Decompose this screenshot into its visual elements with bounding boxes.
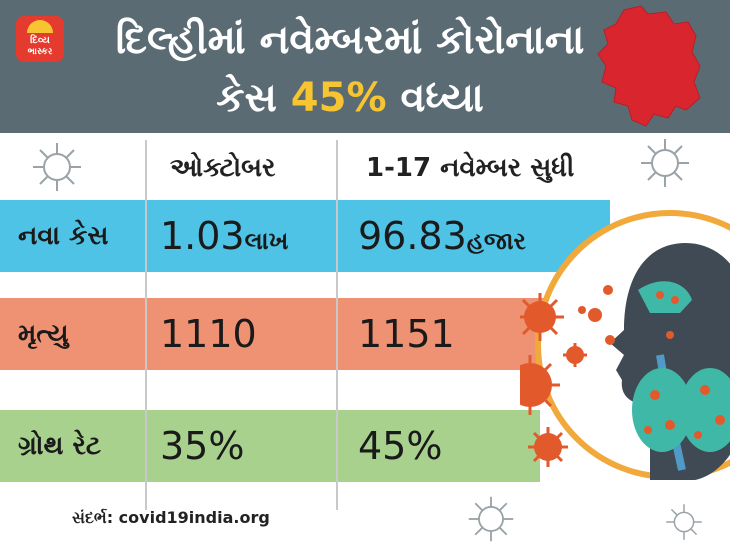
virus-icon [666, 504, 702, 540]
virus-icon [641, 139, 689, 187]
november-value: 45% [358, 410, 442, 482]
row-label: નવા કેસ [18, 221, 109, 251]
logo-text-bottom: ભાસ્કર [27, 47, 53, 57]
value-number: 35% [160, 424, 245, 468]
column-header-october: ઓક્ટોબર [170, 153, 276, 183]
table-row-new-cases: નવા કેસ 1.03લાખ 96.83હજાર [0, 200, 610, 272]
row-label: ગ્રોથ રેટ [18, 431, 102, 461]
table-row-growth-rate: ગ્રોથ રેટ 35% 45% [0, 410, 540, 482]
october-value: 35% [160, 410, 244, 482]
table-row-deaths: મૃત્યુ 1110 1151 [0, 298, 560, 370]
virus-icon [468, 496, 514, 542]
header-banner: દિવ્ય ભાસ્કર દિલ્હીમાં નવેમ્બરમાં કોરોના… [0, 0, 730, 133]
headline-line-2: કેસ 45% વધ્યા [90, 72, 610, 124]
value-number: 1110 [160, 312, 257, 356]
lungs-illustration [520, 210, 730, 480]
column-divider [145, 140, 147, 510]
virus-icon [33, 143, 81, 191]
source-credit: સંદર્ભ: covid19india.org [72, 508, 270, 527]
headline-highlight: 45% [290, 75, 387, 121]
november-value: 1151 [358, 298, 455, 370]
headline-line-1: દિલ્હીમાં નવેમ્બરમાં કોરોનાના [115, 17, 585, 63]
value-unit: લાખ [244, 227, 289, 255]
logo-sun-icon [27, 20, 53, 33]
column-header-november: 1-17 નવેમ્બર સુધી [366, 153, 575, 183]
column-divider [336, 140, 338, 510]
october-value: 1.03લાખ [160, 200, 288, 272]
headline-prefix: કેસ [216, 75, 291, 121]
delhi-map-icon [597, 5, 701, 127]
value-unit: હજાર [466, 227, 526, 255]
value-number: 96.83 [358, 214, 467, 258]
october-value: 1110 [160, 298, 257, 370]
value-number: 1.03 [160, 214, 245, 258]
value-number: 45% [358, 424, 443, 468]
november-value: 96.83હજાર [358, 200, 526, 272]
logo-text-top: દિવ્ય [30, 35, 50, 46]
headline-suffix: વધ્યા [386, 75, 484, 121]
value-number: 1151 [358, 312, 455, 356]
brand-logo: દિવ્ય ભાસ્કર [16, 16, 64, 62]
row-label: મૃત્યુ [18, 319, 69, 349]
